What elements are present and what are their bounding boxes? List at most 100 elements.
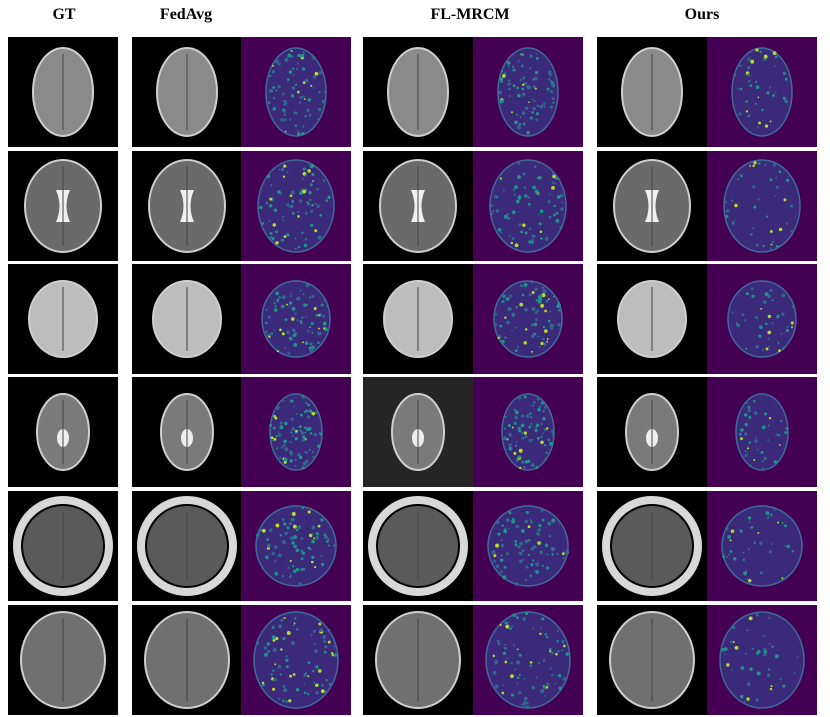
- error-speck: [744, 319, 747, 322]
- error-speck: [271, 439, 274, 442]
- error-speck: [755, 85, 760, 90]
- error-speck: [748, 415, 752, 419]
- error-speck: [311, 533, 314, 535]
- error-speck: [764, 412, 768, 416]
- error-speck: [291, 517, 295, 522]
- error-speck: [504, 336, 507, 339]
- error-speck: [737, 178, 739, 180]
- error-speck: [785, 328, 789, 333]
- error-speck: [282, 637, 286, 641]
- error-speck: [544, 543, 549, 548]
- error-speck: [266, 538, 269, 541]
- error-speck: [314, 643, 316, 646]
- error-speck: [773, 460, 778, 464]
- error-speck: [280, 445, 284, 449]
- error-speck: [509, 627, 512, 630]
- error-speck: [277, 62, 281, 66]
- error-speck: [281, 92, 285, 96]
- error-speck: [292, 74, 295, 76]
- error-speck: [280, 648, 283, 651]
- error-speck: [551, 553, 554, 556]
- error-speck: [274, 571, 279, 576]
- error-speck: [292, 673, 296, 676]
- error-speck: [296, 319, 299, 322]
- error-speck: [534, 70, 539, 75]
- error-speck: [555, 211, 559, 215]
- error-speck: [532, 400, 536, 404]
- error-speck: [533, 545, 537, 549]
- error-speck: [280, 167, 285, 172]
- error-speck: [513, 193, 517, 196]
- error-speck: [515, 541, 517, 544]
- error-speck: [778, 170, 782, 174]
- error-speck: [304, 401, 308, 405]
- error-speck: [768, 416, 772, 420]
- error-speck: [311, 172, 315, 177]
- error-speck: [738, 112, 742, 116]
- error-speck: [504, 660, 508, 664]
- error-speck: [547, 78, 551, 81]
- error-speck: [744, 450, 747, 453]
- error-speck: [551, 97, 555, 101]
- error-speck: [507, 79, 511, 82]
- error-speck: [724, 526, 729, 531]
- error-speck: [538, 176, 542, 180]
- error-speck: [754, 439, 758, 443]
- error-speck: [289, 118, 292, 121]
- error-speck: [529, 574, 532, 577]
- error-speck: [775, 433, 778, 436]
- error-speck: [320, 689, 325, 694]
- error-speck: [745, 570, 747, 573]
- error-speck: [290, 295, 293, 298]
- column-header: FedAvg: [159, 6, 213, 23]
- error-speck: [540, 626, 543, 629]
- error-speck: [542, 687, 546, 690]
- error-speck: [277, 85, 281, 89]
- error-speck: [536, 309, 540, 313]
- error-speck: [520, 64, 524, 68]
- error-speck: [524, 539, 529, 544]
- error-speck: [502, 651, 507, 655]
- error-speck: [551, 651, 555, 655]
- error-speck: [544, 405, 547, 408]
- error-speck: [542, 684, 546, 688]
- error-speck: [290, 94, 295, 98]
- error-speck: [307, 661, 311, 664]
- error-speck: [291, 317, 295, 321]
- error-speck: [770, 243, 773, 246]
- error-speck: [307, 202, 311, 206]
- error-speck: [756, 244, 759, 247]
- error-speck: [310, 560, 314, 564]
- error-speck: [535, 112, 540, 116]
- error-speck: [767, 294, 771, 299]
- error-speck: [288, 336, 292, 340]
- error-speck: [540, 508, 544, 512]
- error-speck: [781, 293, 786, 298]
- error-speck: [526, 130, 530, 135]
- error-speck: [530, 323, 534, 327]
- error-speck: [539, 550, 543, 555]
- error-speck: [281, 540, 286, 544]
- error-speck: [747, 57, 751, 62]
- error-speck: [724, 653, 727, 655]
- error-speck: [755, 316, 759, 320]
- error-speck: [524, 519, 528, 524]
- error-speck: [517, 60, 520, 64]
- error-speck: [494, 194, 498, 199]
- error-speck: [320, 518, 324, 522]
- error-speck: [277, 697, 280, 700]
- error-speck: [781, 577, 784, 580]
- error-speck: [524, 106, 529, 111]
- error-speck: [315, 535, 319, 540]
- error-speck: [517, 346, 520, 348]
- error-speck: [287, 566, 290, 569]
- error-speck: [556, 303, 561, 308]
- error-speck: [544, 329, 548, 333]
- error-speck: [745, 347, 748, 350]
- error-speck: [747, 516, 752, 520]
- error-speck: [507, 65, 510, 68]
- error-speck: [535, 318, 538, 321]
- error-speck: [782, 71, 786, 75]
- error-speck: [290, 50, 293, 52]
